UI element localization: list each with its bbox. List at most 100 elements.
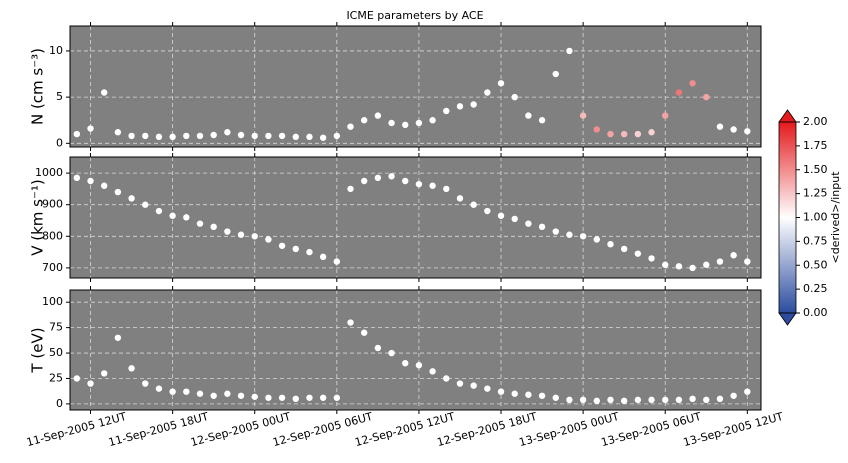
data-point bbox=[620, 130, 628, 138]
data-point bbox=[703, 93, 710, 101]
data-point bbox=[210, 392, 217, 399]
data-point bbox=[744, 258, 751, 265]
plot-frame bbox=[69, 156, 762, 279]
data-point bbox=[525, 112, 532, 119]
y-tick-label: 1000 bbox=[35, 166, 63, 179]
data-point bbox=[552, 70, 559, 78]
data-point bbox=[484, 385, 491, 392]
chart-title: ICME parameters by ACE bbox=[346, 9, 483, 22]
data-point bbox=[237, 392, 245, 399]
data-point bbox=[155, 207, 163, 215]
y-tick-label: 10 bbox=[49, 44, 63, 57]
data-point bbox=[319, 394, 327, 401]
data-point bbox=[716, 258, 724, 265]
colorbar-extend bbox=[778, 312, 797, 326]
colorbar-label: <derived>/input bbox=[829, 171, 842, 264]
data-point bbox=[237, 231, 245, 238]
data-point bbox=[183, 214, 190, 221]
data-point bbox=[497, 388, 505, 395]
data-point bbox=[169, 388, 176, 395]
y-tick-label: 25 bbox=[49, 371, 63, 384]
data-point bbox=[292, 133, 299, 141]
data-point bbox=[388, 173, 395, 180]
data-point bbox=[251, 393, 258, 400]
data-point bbox=[402, 121, 409, 129]
data-point bbox=[538, 117, 546, 124]
data-point bbox=[155, 133, 163, 141]
data-point bbox=[716, 123, 724, 130]
data-point bbox=[566, 231, 573, 238]
y-axis-label: N (cm s⁻³) bbox=[29, 48, 47, 125]
data-point bbox=[456, 103, 464, 110]
data-point bbox=[374, 344, 382, 352]
data-point bbox=[689, 80, 696, 87]
data-point bbox=[333, 132, 341, 140]
data-point bbox=[552, 394, 559, 401]
data-point bbox=[128, 132, 135, 140]
data-point bbox=[196, 390, 204, 397]
data-point bbox=[114, 129, 122, 136]
data-point bbox=[662, 396, 669, 404]
data-point bbox=[73, 174, 81, 182]
data-point bbox=[443, 107, 450, 115]
data-point bbox=[87, 380, 94, 387]
colorbar-tick-label: 1.00 bbox=[803, 211, 828, 224]
data-point bbox=[402, 177, 409, 185]
data-point bbox=[593, 236, 601, 243]
data-point bbox=[484, 89, 491, 96]
data-point bbox=[634, 130, 642, 138]
data-point bbox=[265, 132, 272, 140]
data-point bbox=[607, 130, 614, 138]
data-point bbox=[607, 240, 614, 248]
data-point bbox=[101, 89, 108, 96]
y-tick-label: 0 bbox=[56, 397, 63, 410]
data-point bbox=[169, 133, 176, 141]
data-point bbox=[456, 195, 464, 202]
data-point bbox=[716, 395, 724, 403]
data-point bbox=[429, 182, 436, 189]
y-tick-label: 5 bbox=[56, 90, 63, 103]
data-point bbox=[511, 390, 518, 397]
data-point bbox=[566, 47, 573, 55]
colorbar bbox=[779, 122, 796, 313]
data-point bbox=[306, 248, 313, 256]
y-tick-label: 800 bbox=[42, 229, 63, 242]
data-point bbox=[415, 180, 423, 188]
data-point bbox=[292, 245, 299, 253]
data-point bbox=[593, 397, 601, 405]
data-point bbox=[497, 80, 505, 87]
data-point bbox=[607, 396, 614, 404]
data-point bbox=[470, 382, 477, 389]
data-point bbox=[593, 126, 601, 133]
colorbar-tick-label: 1.25 bbox=[803, 187, 828, 200]
data-point bbox=[675, 396, 683, 404]
data-point bbox=[538, 392, 546, 399]
y-axis-label: T (eV) bbox=[29, 327, 47, 373]
data-point bbox=[183, 132, 190, 140]
data-point bbox=[278, 394, 286, 401]
data-point bbox=[566, 396, 573, 404]
data-point bbox=[251, 132, 258, 140]
data-point bbox=[456, 380, 464, 387]
data-point bbox=[730, 126, 737, 133]
data-point bbox=[511, 215, 518, 223]
data-point bbox=[634, 250, 642, 257]
data-point bbox=[620, 245, 628, 253]
data-point bbox=[497, 212, 505, 219]
data-point bbox=[470, 201, 477, 208]
data-point bbox=[744, 128, 751, 135]
y-tick-label: 75 bbox=[49, 321, 63, 334]
data-point bbox=[347, 123, 354, 130]
data-point bbox=[114, 188, 122, 196]
data-point bbox=[360, 117, 368, 124]
data-point bbox=[402, 360, 409, 367]
data-point bbox=[101, 182, 108, 189]
data-point bbox=[429, 368, 436, 375]
data-point bbox=[87, 177, 94, 185]
data-point bbox=[703, 261, 710, 268]
colorbar-tick-label: 0.00 bbox=[803, 306, 828, 319]
colorbar-tick-label: 2.00 bbox=[803, 115, 828, 128]
data-point bbox=[703, 396, 710, 404]
data-point bbox=[484, 207, 491, 215]
